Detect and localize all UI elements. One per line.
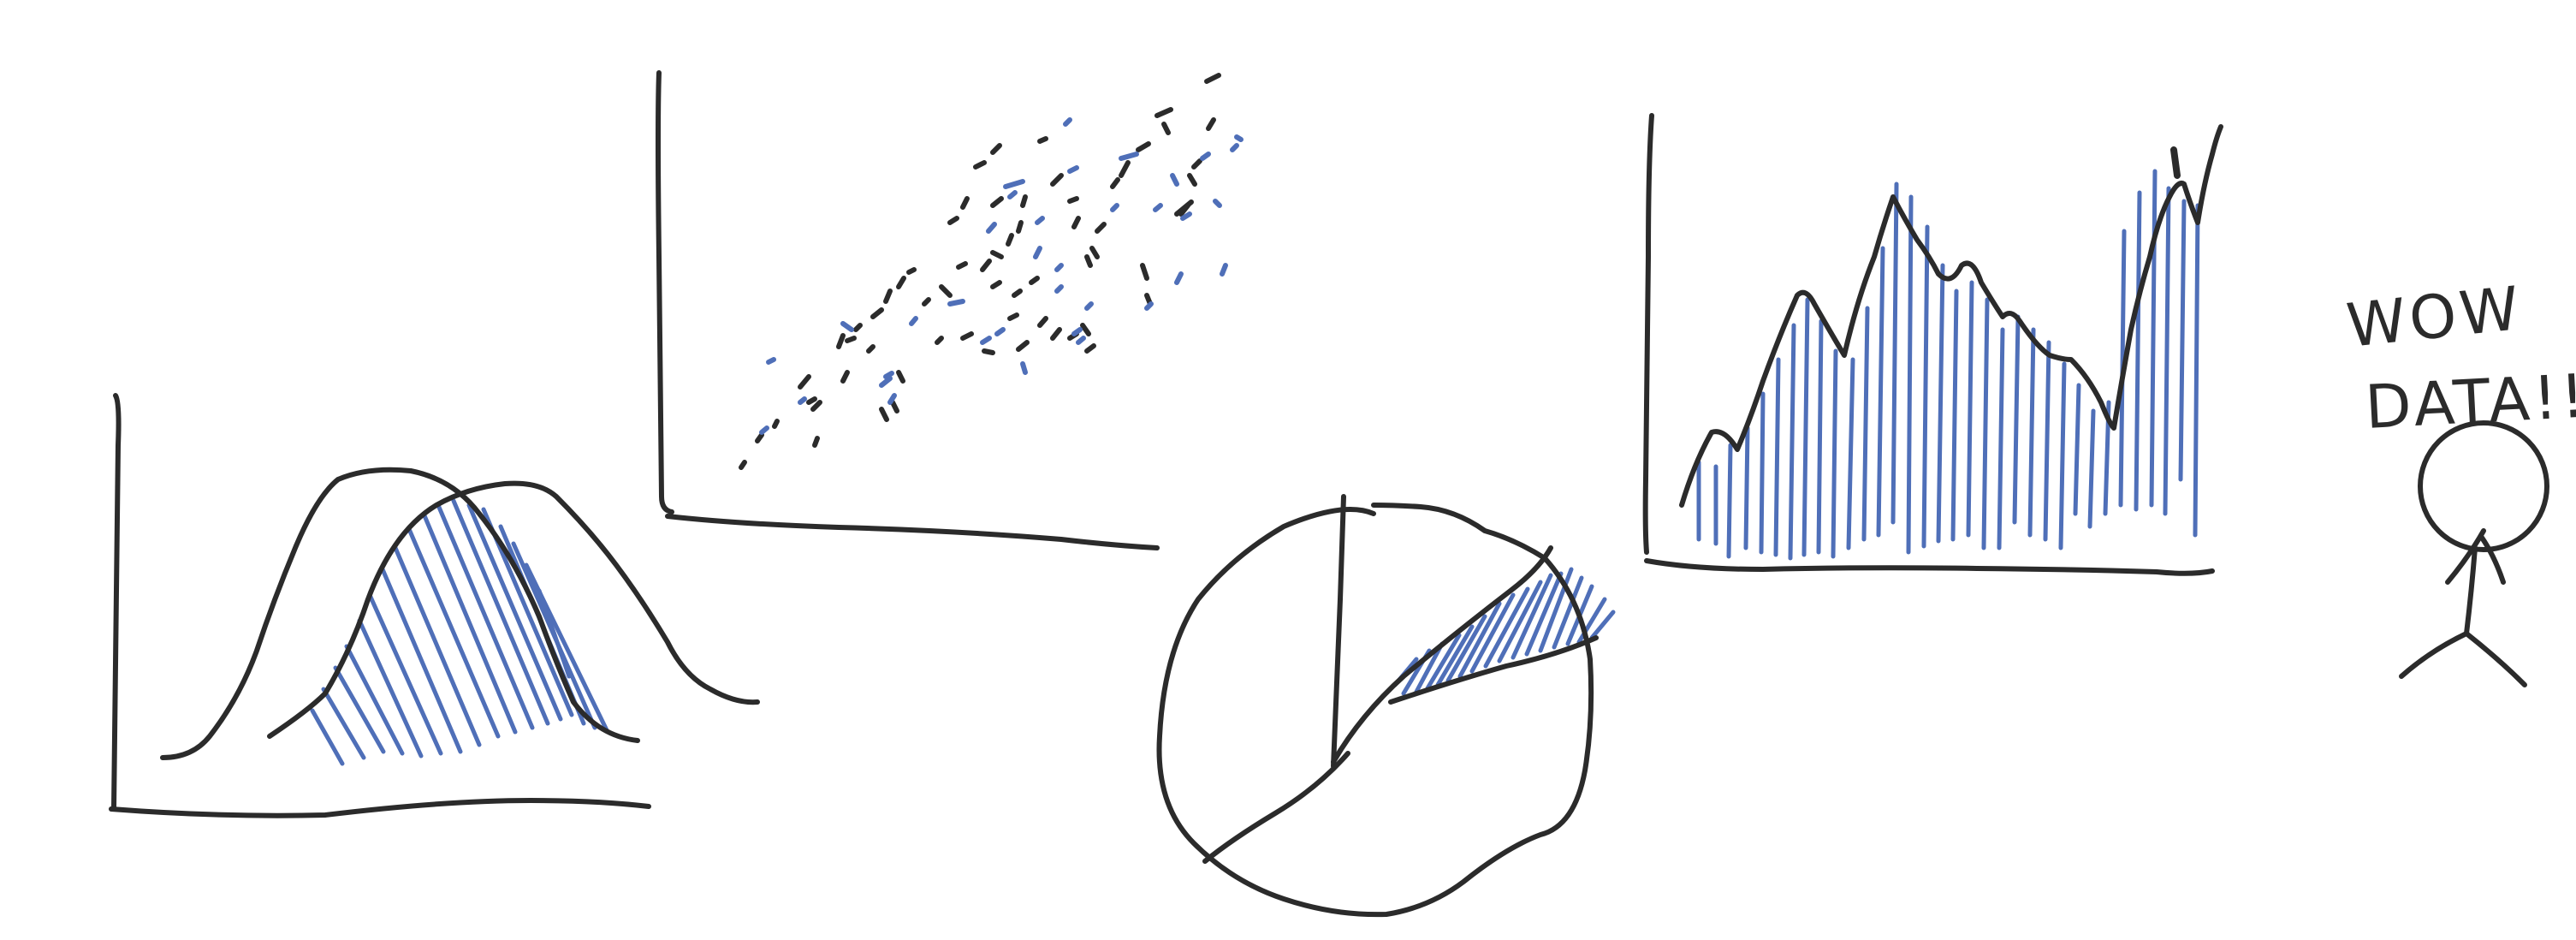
- distribution-curve-right: [267, 480, 760, 739]
- bar-line-y-axis: [1642, 113, 1654, 555]
- sketch-distributions: [109, 393, 760, 818]
- distributions-x-axis: [109, 798, 651, 818]
- stick-figure-body: [2464, 545, 2478, 636]
- bar-line-trend-line-tick: [2170, 146, 2181, 179]
- pie-divider-vertical: [1331, 494, 1346, 769]
- pie-divider-lower-left: [1202, 751, 1350, 864]
- pie-hatched-slice: [1392, 567, 1616, 696]
- distributions-y-axis: [111, 393, 122, 812]
- stick-figure-arm-right: [2479, 535, 2506, 585]
- stick-figure-arm-left: [2445, 528, 2486, 585]
- stick-figure-leg-right: [2464, 631, 2527, 687]
- scatter-x-axis: [665, 514, 1160, 550]
- sketch-bar-line: [1642, 113, 2223, 576]
- stick-figure-head: [2418, 420, 2549, 552]
- pie-divider-upper-right: [1331, 545, 1553, 764]
- bar-line-trend-line: [1679, 124, 2223, 508]
- scatter-points-blue: [759, 117, 1243, 435]
- bar-line-bars: [1696, 169, 2200, 561]
- sketch-scatter: [656, 70, 1243, 550]
- stick-figure-leg-left: [2399, 631, 2469, 679]
- pie-outline: [1156, 503, 1594, 918]
- sketch-pie: [1156, 494, 1616, 918]
- distribution-curve-left: [160, 467, 640, 760]
- scatter-points-dark: [739, 73, 1221, 470]
- stick-figure-exclamation-line1: WOW: [2343, 273, 2526, 361]
- stick-figure-exclamation-line2: DATA!!: [2364, 360, 2576, 443]
- sketch-stick-figure: WOW DATA!!: [2343, 273, 2576, 687]
- scatter-y-axis: [656, 70, 674, 515]
- pie-divider-right: [1388, 635, 1599, 705]
- bar-line-x-axis: [1644, 558, 2215, 576]
